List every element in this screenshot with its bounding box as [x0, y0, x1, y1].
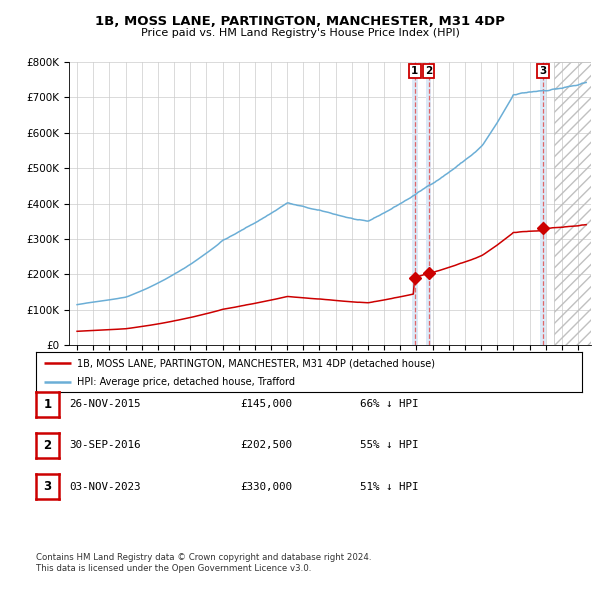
Text: 26-NOV-2015: 26-NOV-2015	[69, 399, 140, 409]
Text: 66% ↓ HPI: 66% ↓ HPI	[360, 399, 419, 409]
Text: £145,000: £145,000	[240, 399, 292, 409]
Text: Contains HM Land Registry data © Crown copyright and database right 2024.: Contains HM Land Registry data © Crown c…	[36, 553, 371, 562]
Text: 3: 3	[539, 66, 547, 76]
Text: This data is licensed under the Open Government Licence v3.0.: This data is licensed under the Open Gov…	[36, 565, 311, 573]
Bar	[540, 62, 546, 345]
Text: HPI: Average price, detached house, Trafford: HPI: Average price, detached house, Traf…	[77, 378, 295, 387]
Text: 55% ↓ HPI: 55% ↓ HPI	[360, 441, 419, 450]
Text: 2: 2	[425, 66, 432, 76]
Text: Price paid vs. HM Land Registry's House Price Index (HPI): Price paid vs. HM Land Registry's House …	[140, 28, 460, 38]
Text: £330,000: £330,000	[240, 482, 292, 491]
Text: 1: 1	[411, 66, 418, 76]
Text: £202,500: £202,500	[240, 441, 292, 450]
Text: 1B, MOSS LANE, PARTINGTON, MANCHESTER, M31 4DP (detached house): 1B, MOSS LANE, PARTINGTON, MANCHESTER, M…	[77, 359, 435, 369]
Text: 2: 2	[43, 439, 52, 452]
Text: 30-SEP-2016: 30-SEP-2016	[69, 441, 140, 450]
Text: 03-NOV-2023: 03-NOV-2023	[69, 482, 140, 491]
Bar	[425, 62, 431, 345]
Text: 3: 3	[43, 480, 52, 493]
Text: 51% ↓ HPI: 51% ↓ HPI	[360, 482, 419, 491]
Text: 1: 1	[43, 398, 52, 411]
Bar	[412, 62, 418, 345]
Text: 1B, MOSS LANE, PARTINGTON, MANCHESTER, M31 4DP: 1B, MOSS LANE, PARTINGTON, MANCHESTER, M…	[95, 15, 505, 28]
